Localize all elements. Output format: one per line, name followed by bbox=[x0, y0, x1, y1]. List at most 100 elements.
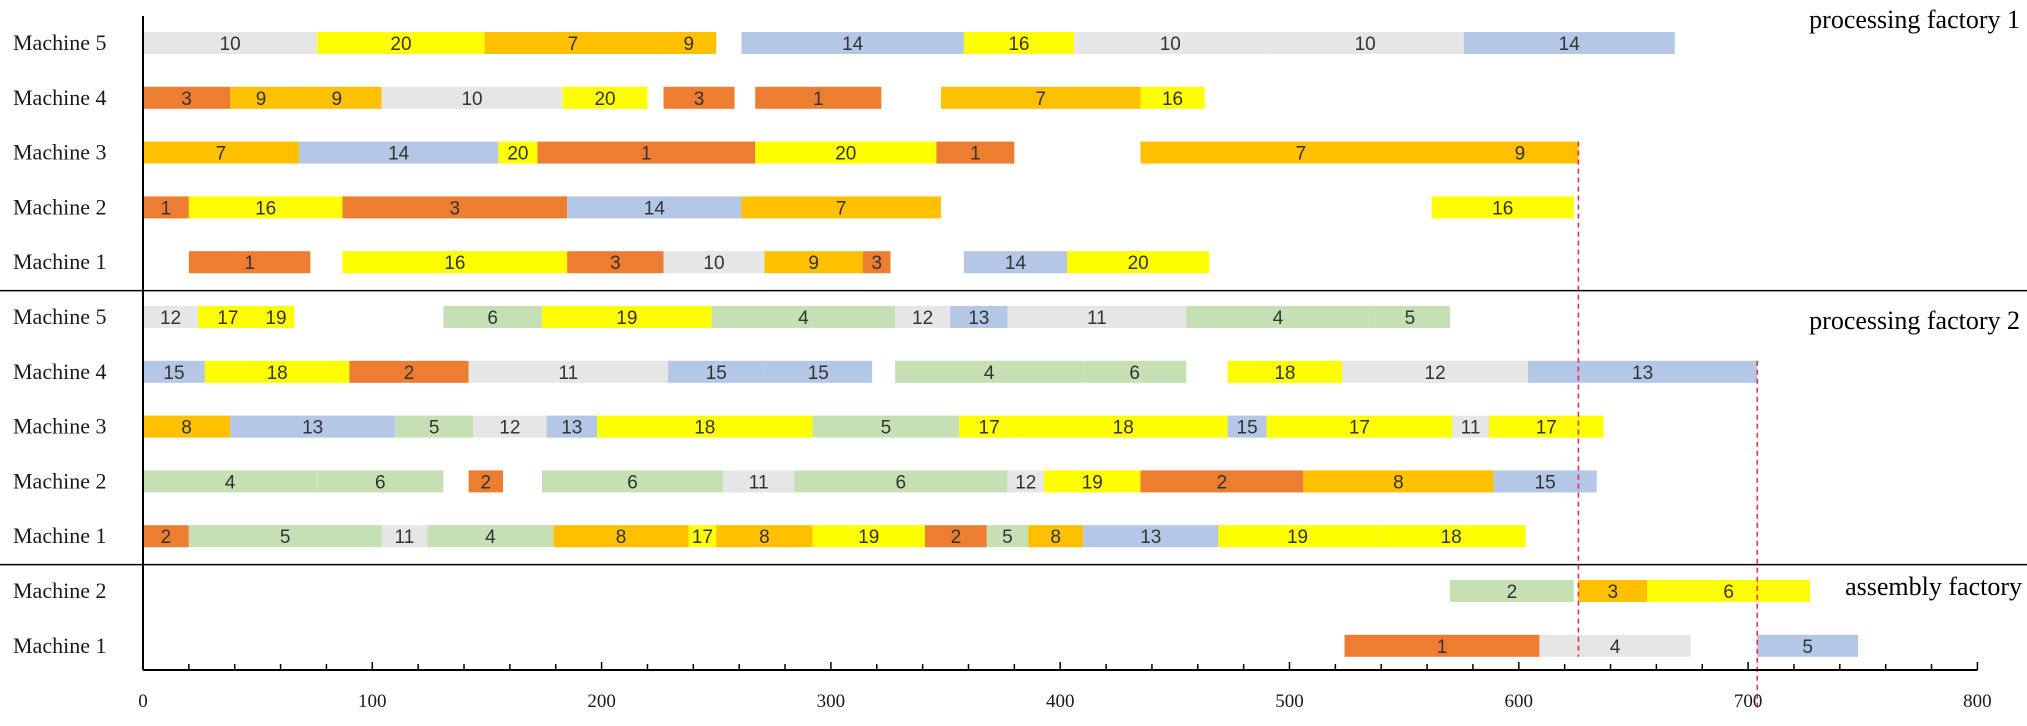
machine-label: Machine 1 bbox=[13, 633, 106, 658]
task-label: 15 bbox=[1237, 418, 1258, 439]
task-label: 19 bbox=[265, 308, 286, 329]
task-bar bbox=[317, 470, 444, 493]
task-label: 5 bbox=[1405, 308, 1416, 329]
machine-label: Machine 2 bbox=[13, 468, 106, 493]
machine-label: Machine 1 bbox=[13, 523, 106, 548]
task-label: 2 bbox=[404, 363, 415, 384]
machine-label: Machine 5 bbox=[13, 30, 106, 55]
section-dividers bbox=[0, 289, 2027, 566]
task-label: 3 bbox=[610, 253, 621, 274]
task-bar bbox=[381, 86, 563, 109]
task-label: 2 bbox=[1217, 472, 1228, 493]
task-label: 18 bbox=[694, 418, 715, 439]
task-bar bbox=[1218, 525, 1377, 548]
task-label: 7 bbox=[836, 198, 847, 219]
task-bar bbox=[663, 86, 735, 109]
task-label: 11 bbox=[1461, 418, 1481, 439]
task-bar bbox=[794, 470, 1008, 493]
task-bar bbox=[427, 525, 554, 548]
section-titles: processing factory 1 processing factory 2… bbox=[1809, 5, 2025, 602]
task-bar bbox=[342, 251, 568, 274]
machine-label: Machine 5 bbox=[13, 304, 106, 329]
machine-label: Machine 3 bbox=[13, 140, 106, 165]
task-label: 20 bbox=[507, 144, 528, 165]
task-label: 14 bbox=[1559, 34, 1581, 55]
task-label: 15 bbox=[808, 363, 829, 384]
task-bar bbox=[498, 141, 538, 164]
task-label: 16 bbox=[1162, 89, 1183, 110]
task-label: 3 bbox=[1608, 582, 1619, 603]
task-bar bbox=[298, 141, 499, 164]
task-bar bbox=[567, 196, 742, 219]
task-bar bbox=[936, 141, 1015, 164]
task-bar bbox=[1140, 470, 1304, 493]
task-bar bbox=[1369, 306, 1451, 328]
x-tick-label: 400 bbox=[1046, 691, 1075, 712]
task-label: 6 bbox=[375, 472, 386, 493]
task-label: 15 bbox=[706, 363, 727, 384]
machine-label: Machine 3 bbox=[13, 414, 106, 439]
task-bar bbox=[1227, 360, 1343, 383]
task-label: 5 bbox=[1802, 637, 1813, 658]
task-bar bbox=[468, 470, 504, 493]
task-bar bbox=[711, 306, 896, 328]
task-label: 18 bbox=[1113, 418, 1134, 439]
task-label: 20 bbox=[835, 144, 856, 165]
task-label: 11 bbox=[1087, 308, 1107, 329]
task-bar bbox=[1140, 141, 1462, 164]
task-bar bbox=[895, 306, 951, 328]
task-bar bbox=[553, 525, 689, 548]
task-bar bbox=[1266, 415, 1453, 438]
task-label: 9 bbox=[331, 89, 342, 110]
task-bar bbox=[188, 525, 382, 548]
task-bar bbox=[1266, 32, 1464, 54]
task-bar bbox=[1018, 415, 1228, 438]
task-label: 13 bbox=[561, 418, 582, 439]
task-label: 16 bbox=[444, 253, 465, 274]
x-tick-label: 0 bbox=[138, 691, 148, 712]
task-label: 17 bbox=[979, 418, 1000, 439]
x-tick-label: 300 bbox=[817, 691, 846, 712]
task-label: 4 bbox=[225, 472, 236, 493]
machine-label: Machine 2 bbox=[13, 578, 106, 603]
task-bar bbox=[1463, 32, 1675, 54]
task-label: 1 bbox=[970, 144, 981, 165]
task-label: 12 bbox=[160, 308, 181, 329]
task-label: 4 bbox=[984, 363, 995, 384]
task-label: 17 bbox=[692, 527, 713, 548]
task-label: 1 bbox=[244, 253, 255, 274]
task-bar bbox=[764, 251, 864, 274]
task-bar bbox=[1539, 634, 1691, 657]
task-bar bbox=[663, 251, 765, 274]
task-bar bbox=[257, 306, 295, 328]
task-bar bbox=[723, 470, 795, 493]
task-bar bbox=[562, 86, 648, 109]
task-bar bbox=[959, 415, 1019, 438]
task-bar bbox=[198, 306, 258, 328]
task-bar bbox=[963, 32, 1074, 54]
task-label: 17 bbox=[1349, 418, 1370, 439]
task-label: 8 bbox=[616, 527, 627, 548]
task-label: 5 bbox=[1002, 527, 1013, 548]
task-label: 8 bbox=[1050, 527, 1061, 548]
task-bar bbox=[812, 525, 925, 548]
task-label: 4 bbox=[1273, 308, 1284, 329]
task-label: 7 bbox=[1035, 89, 1046, 110]
task-label: 17 bbox=[217, 308, 238, 329]
task-bar bbox=[741, 196, 941, 219]
task-label: 9 bbox=[683, 34, 694, 55]
task-label: 20 bbox=[1128, 253, 1149, 274]
task-bar bbox=[484, 32, 662, 54]
task-bar bbox=[143, 141, 299, 164]
task-bar bbox=[1488, 415, 1604, 438]
task-bar bbox=[950, 306, 1008, 328]
task-label: 14 bbox=[388, 144, 410, 165]
task-label: 3 bbox=[181, 89, 192, 110]
task-bar bbox=[764, 360, 873, 383]
task-bar bbox=[143, 32, 318, 54]
task-bar bbox=[1083, 360, 1187, 383]
task-bar bbox=[688, 525, 717, 548]
task-bar bbox=[443, 306, 542, 328]
task-label: 7 bbox=[1296, 144, 1307, 165]
